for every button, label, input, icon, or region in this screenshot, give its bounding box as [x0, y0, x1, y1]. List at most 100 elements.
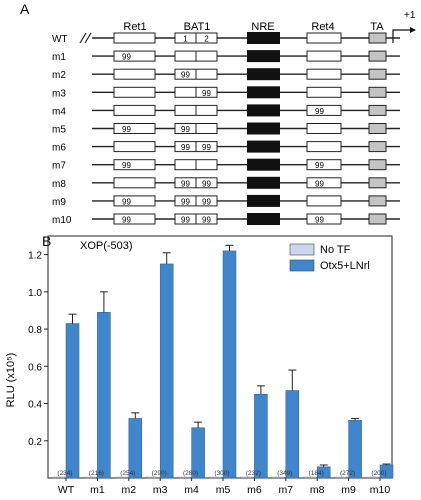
nre-box	[247, 194, 280, 207]
bat1-site1-label: 99	[181, 216, 190, 225]
y-tick-label: 0.2	[28, 437, 42, 448]
y-tick-label: 0.8	[28, 325, 42, 336]
x-tick-labels: WT m1 m2 m3 m4 m5 m6 m7 m8 m9 m10	[58, 478, 391, 496]
y-tick-label: 0.4	[28, 400, 42, 411]
fold-label: (280)	[183, 470, 198, 477]
ret4-box	[306, 195, 342, 207]
break-mark-icon	[79, 32, 92, 44]
bat1-site2-label: 99	[202, 143, 211, 152]
header-nre: NRE	[251, 21, 274, 33]
ret4-box	[306, 159, 342, 171]
construct-row: m5 99 99	[52, 122, 400, 136]
ret1-mutation: 99	[122, 161, 131, 170]
ret4-mutation: 99	[315, 216, 324, 225]
bar-otx5-lnrl	[254, 393, 268, 479]
chart-bars: (234) (216) (254) (290) (280) (300) (232) (349)…	[51, 244, 394, 479]
fold-label: (184)	[309, 470, 324, 477]
ta-box	[368, 177, 387, 189]
bar-no-tf	[83, 476, 97, 479]
ret4-box	[306, 141, 342, 153]
construct-row: WT 1 2	[52, 32, 400, 45]
bat1-site1-label: 99	[181, 125, 190, 134]
panel-b-label: B	[42, 233, 51, 249]
ret1-box	[113, 213, 156, 225]
chart-title: XOP(-503)	[80, 240, 133, 252]
fold-label: (254)	[120, 470, 135, 477]
header-ta: TA	[370, 21, 384, 33]
bar-no-tf	[51, 476, 66, 479]
bar-no-tf	[240, 476, 254, 479]
ret1-box	[113, 104, 156, 116]
y-tick-label: 1.0	[28, 288, 42, 299]
x-tick-label: m6	[247, 484, 262, 496]
x-tick-label: m10	[370, 484, 391, 496]
bar-otx5-lnrl	[285, 390, 300, 479]
construct-name: m1	[52, 52, 66, 63]
y-tick-label: 0.6	[28, 362, 42, 373]
ret4-mutation: 99	[315, 107, 324, 116]
bar-no-tf	[365, 476, 380, 479]
tss-arrowhead-icon	[410, 27, 416, 33]
ta-box	[368, 195, 387, 207]
nre-box	[247, 86, 280, 99]
x-tick-label: m1	[90, 484, 105, 496]
fold-label: (272)	[340, 470, 355, 477]
fold-label: (290)	[152, 470, 167, 477]
fold-label: (349)	[277, 470, 292, 477]
construct-name: m5	[52, 125, 66, 136]
bar-otx5-lnrl	[159, 263, 174, 479]
ret4-box	[306, 50, 342, 62]
legend-swatch-no-tf	[289, 243, 315, 256]
ret1-box	[113, 86, 156, 98]
construct-name: m6	[52, 143, 66, 154]
construct-row: m7 99 99	[52, 158, 400, 172]
bat1-site1-label: 99	[181, 179, 190, 188]
construct-name: m7	[52, 161, 66, 172]
x-tick-label: m4	[184, 484, 199, 496]
x-tick-label: m2	[122, 484, 137, 496]
ret4-box	[306, 32, 342, 44]
bar-no-tf	[145, 476, 160, 479]
bar-no-tf	[303, 476, 317, 479]
construct-row: m2 99	[52, 68, 400, 81]
fold-label: (234)	[57, 470, 72, 477]
x-tick-label: m9	[341, 484, 356, 496]
ret1-box	[113, 141, 156, 153]
bar-otx5-lnrl	[65, 323, 80, 479]
legend-label-no-tf: No TF	[320, 244, 351, 256]
construct-row: m9 99 99 99	[52, 194, 400, 208]
fold-label: (232)	[246, 470, 261, 477]
bat1-site1-label: 99	[181, 71, 190, 80]
nre-box	[247, 122, 280, 135]
construct-row: m3 99	[52, 86, 400, 99]
header-bat1: BAT1	[184, 21, 211, 33]
nre-box	[247, 104, 280, 117]
chart-axes: 0.2 0.4 0.6 0.8 1.0 1.2	[28, 235, 393, 479]
x-tick-label: m7	[279, 484, 294, 496]
bat1-site2-label: 99	[202, 179, 211, 188]
ta-box	[368, 123, 387, 134]
ret1-box	[113, 195, 156, 207]
ret1-mutation: 99	[122, 53, 131, 62]
ret1-box	[113, 68, 156, 80]
ret1-box	[113, 123, 156, 134]
construct-name: WT	[52, 34, 68, 45]
bat1-site1-label: 99	[181, 197, 190, 206]
ret4-box	[306, 104, 342, 116]
construct-row: m10 99 99 99 99	[52, 213, 400, 226]
construct-row: m1 99	[52, 50, 400, 63]
construct-name: m4	[52, 106, 66, 117]
ret1-box	[113, 177, 156, 189]
ta-box	[368, 104, 387, 116]
construct-name: m9	[52, 197, 66, 208]
ta-box	[368, 159, 387, 171]
ret4-box	[306, 213, 342, 225]
ret1-box	[113, 32, 156, 44]
construct-row: m4 99	[52, 104, 400, 117]
construct-name: m3	[52, 88, 66, 99]
ret4-box	[306, 177, 342, 189]
bar-no-tf	[271, 476, 285, 479]
bar-no-tf	[177, 476, 191, 479]
